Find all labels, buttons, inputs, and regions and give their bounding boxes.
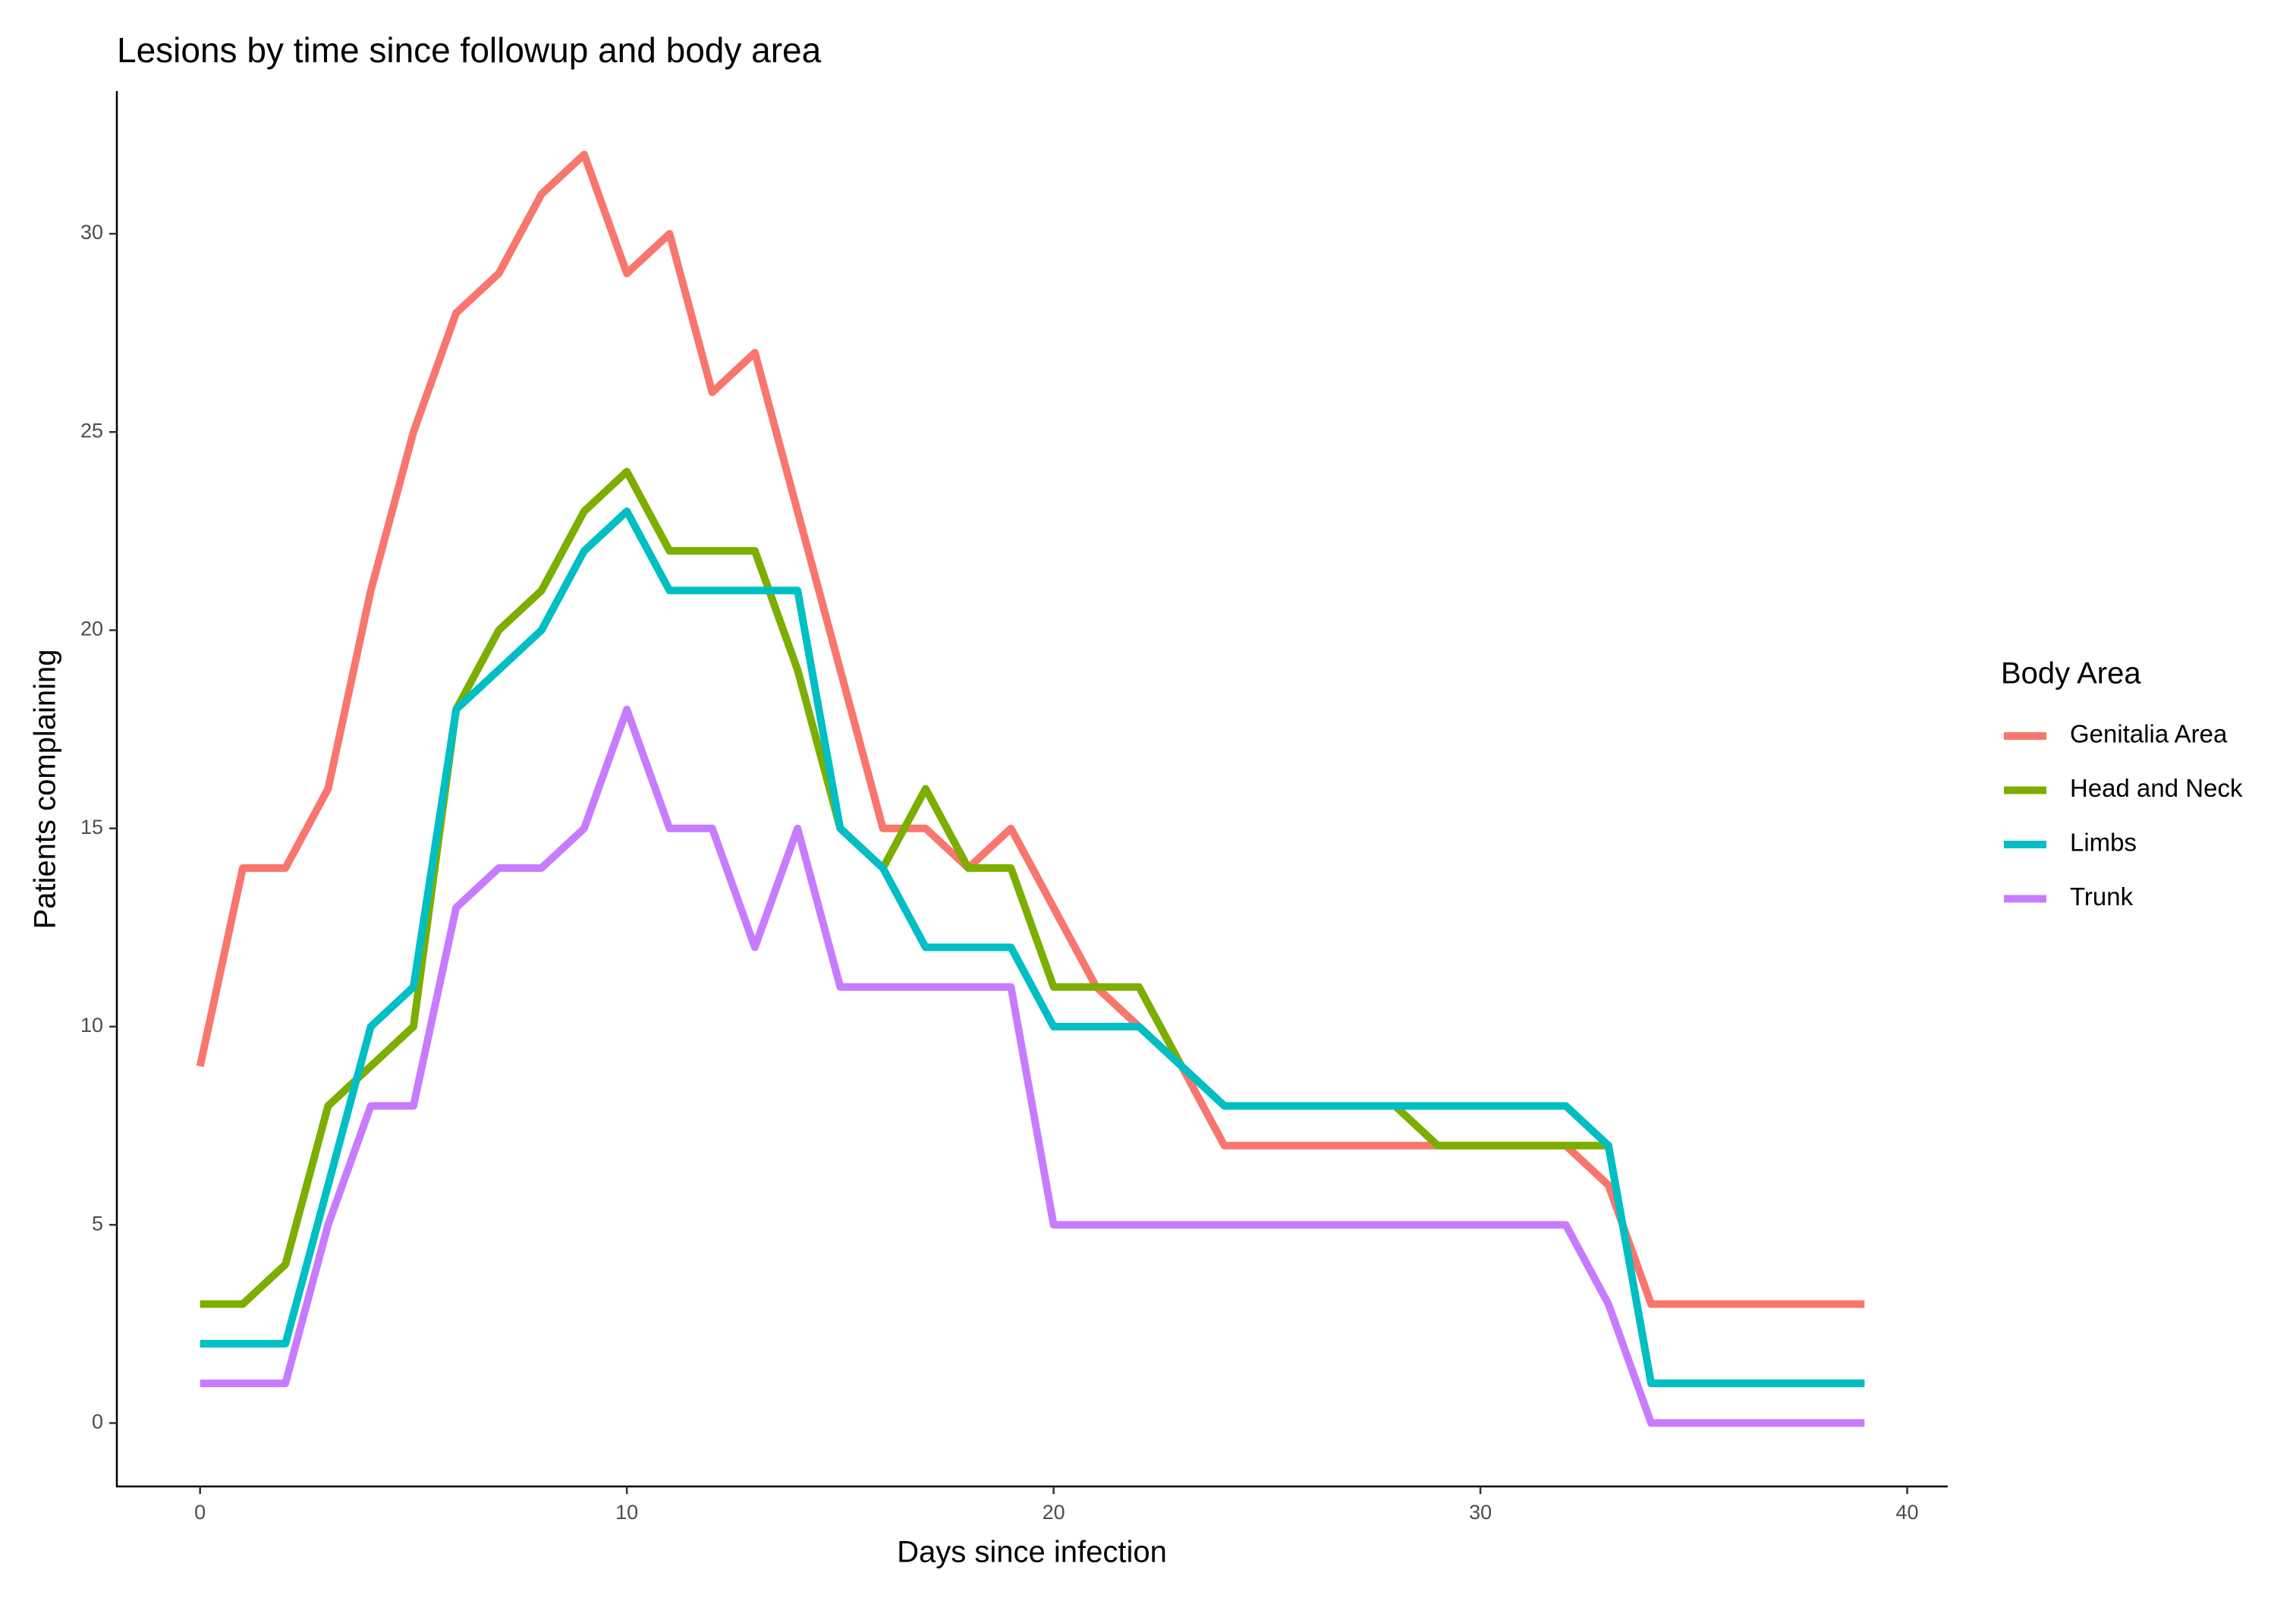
series-line xyxy=(200,507,1865,1388)
y-tick-label: 30 xyxy=(80,221,103,244)
y-tick-label: 20 xyxy=(80,618,103,640)
x-axis-title: Days since infection xyxy=(897,1536,1167,1569)
x-tick-label: 40 xyxy=(1896,1501,1919,1524)
y-tick-label: 0 xyxy=(92,1411,103,1433)
legend-label: Trunk xyxy=(2070,882,2134,911)
chart-title: Lesions by time since followup and body … xyxy=(117,30,822,70)
x-tick-label: 10 xyxy=(615,1501,638,1524)
legend-label: Genitalia Area xyxy=(2070,720,2228,748)
y-tick-label: 5 xyxy=(92,1212,103,1235)
series-line xyxy=(196,150,1865,1308)
series-line xyxy=(200,706,1865,1427)
legend-title: Body Area xyxy=(2001,657,2141,690)
legend-label: Head and Neck xyxy=(2070,774,2243,802)
y-tick-label: 25 xyxy=(80,419,103,442)
legend-label: Limbs xyxy=(2070,829,2137,857)
x-tick-label: 0 xyxy=(194,1501,206,1524)
x-tick-label: 20 xyxy=(1043,1501,1065,1524)
y-axis-title: Patients complaining xyxy=(29,649,62,929)
y-tick-label: 10 xyxy=(80,1014,103,1036)
x-tick-label: 30 xyxy=(1469,1501,1492,1524)
y-tick-label: 15 xyxy=(80,816,103,838)
series-line xyxy=(200,467,1865,1388)
